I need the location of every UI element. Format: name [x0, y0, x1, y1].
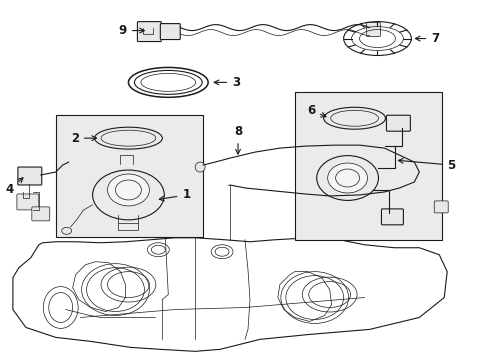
Ellipse shape	[107, 174, 149, 206]
Bar	[56, 115, 203, 237]
Text: 7: 7	[414, 32, 439, 45]
Text: 8: 8	[233, 125, 242, 154]
Text: 2: 2	[71, 132, 96, 145]
Bar	[294, 92, 441, 240]
FancyBboxPatch shape	[18, 167, 41, 185]
Text: 5: 5	[398, 158, 454, 172]
FancyBboxPatch shape	[160, 24, 180, 40]
FancyBboxPatch shape	[381, 209, 403, 225]
Circle shape	[195, 162, 205, 172]
Text: 9: 9	[118, 24, 144, 37]
FancyBboxPatch shape	[366, 23, 380, 37]
Text: 1: 1	[159, 188, 190, 202]
FancyBboxPatch shape	[386, 115, 409, 131]
FancyBboxPatch shape	[32, 207, 50, 221]
FancyBboxPatch shape	[17, 194, 39, 210]
Ellipse shape	[61, 227, 72, 234]
Ellipse shape	[327, 163, 367, 193]
FancyBboxPatch shape	[433, 201, 447, 213]
FancyBboxPatch shape	[137, 22, 161, 41]
Text: 6: 6	[306, 104, 325, 117]
Text: 3: 3	[214, 76, 240, 89]
Text: 4: 4	[6, 178, 23, 197]
